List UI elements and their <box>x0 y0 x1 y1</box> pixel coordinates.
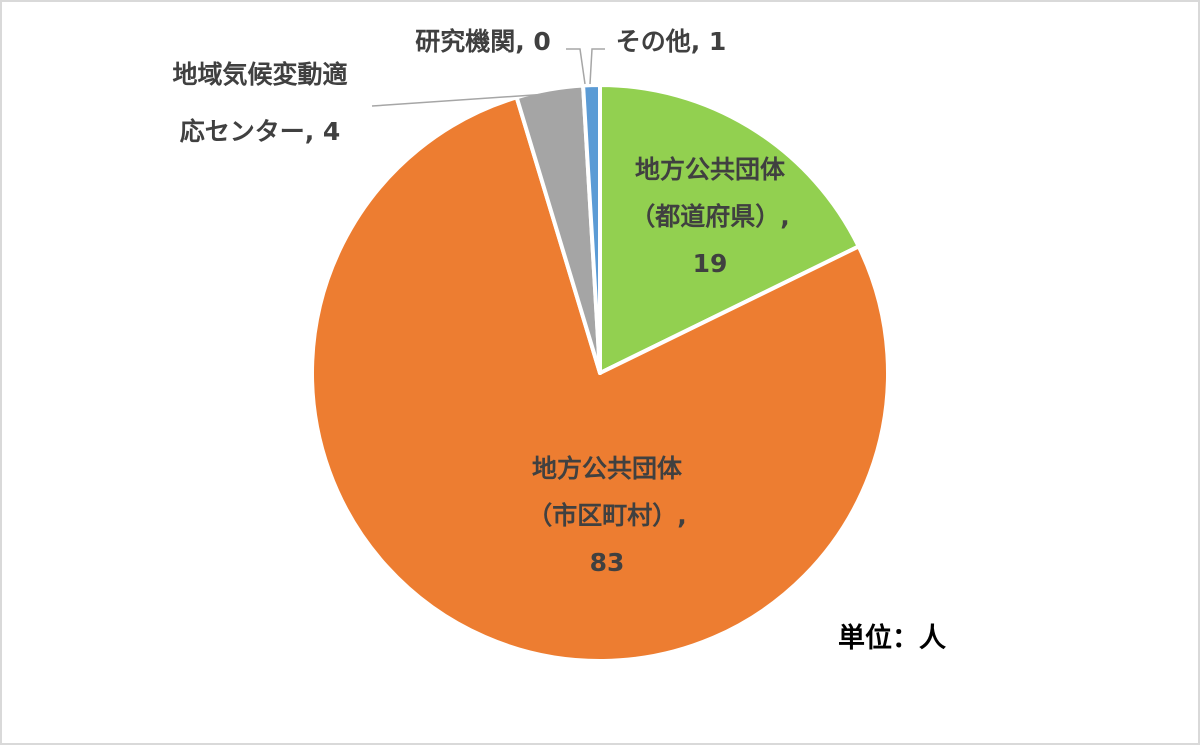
label-line: 研究機関, 0 <box>415 27 551 56</box>
slice-other <box>581 83 602 375</box>
leader-line-research <box>566 48 586 85</box>
label-line: （都道府県）, <box>630 202 790 231</box>
label-line: その他, 1 <box>615 27 727 56</box>
data-label-other: その他, 1 <box>606 18 736 65</box>
leader-line-climate-center <box>371 93 549 107</box>
slice-municipality <box>310 95 890 663</box>
label-line: 19 <box>692 249 728 278</box>
data-label-municipality: 地方公共団体 （市区町村）, 83 <box>497 445 717 586</box>
label-line: 地域気候変動適 <box>172 60 348 89</box>
data-label-climate-center: 地域気候変動適 応センター, 4 <box>140 46 380 160</box>
data-label-prefecture: 地方公共団体 （都道府県）, 19 <box>610 146 810 287</box>
label-line: 地方公共団体 <box>634 155 785 184</box>
leader-line-other <box>589 48 605 85</box>
unit-label: 単位：人 <box>838 623 946 654</box>
label-line: 83 <box>589 548 625 577</box>
data-label-research: 研究機関, 0 <box>398 18 568 65</box>
label-line: 応センター, 4 <box>179 117 341 146</box>
label-line: 地方公共団体 <box>531 454 682 483</box>
label-line: （市区町村）, <box>527 501 687 530</box>
slice-prefecture <box>598 83 861 375</box>
